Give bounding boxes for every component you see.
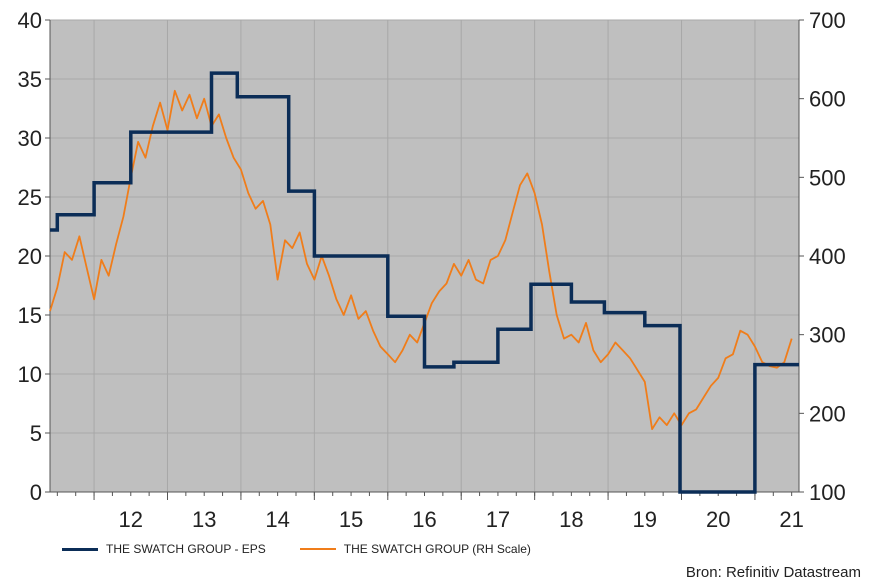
left-tick-label: 25 xyxy=(18,185,42,210)
x-tick-label: 17 xyxy=(486,507,510,532)
x-tick-label: 21 xyxy=(779,507,803,532)
right-axis: 100 200 300 400 500 600 700 xyxy=(798,8,846,505)
x-tick-label: 15 xyxy=(339,507,363,532)
legend-item-eps: THE SWATCH GROUP - EPS xyxy=(62,542,266,556)
right-tick-label: 400 xyxy=(809,244,846,269)
left-tick-label: 35 xyxy=(18,67,42,92)
x-axis: 12 13 14 15 16 17 18 19 20 21 xyxy=(50,491,804,532)
series-layer xyxy=(49,71,799,494)
left-tick-label: 15 xyxy=(18,303,42,328)
x-tick-label: 14 xyxy=(265,507,289,532)
x-tick-label: 12 xyxy=(119,507,143,532)
legend-label-price: THE SWATCH GROUP (RH Scale) xyxy=(343,542,531,556)
source-note: Bron: Refinitiv Datastream xyxy=(685,564,861,581)
left-tick-label: 30 xyxy=(18,126,42,151)
right-tick-label: 200 xyxy=(809,401,846,426)
legend-label-eps: THE SWATCH GROUP - EPS xyxy=(106,542,266,556)
left-tick-label: 10 xyxy=(18,362,42,387)
right-tick-label: 600 xyxy=(809,87,846,112)
x-tick-label: 13 xyxy=(192,507,216,532)
x-tick-label: 19 xyxy=(633,507,657,532)
left-tick-label: 5 xyxy=(30,421,42,446)
left-tick-label: 0 xyxy=(30,480,42,505)
right-tick-label: 300 xyxy=(809,323,846,348)
right-tick-label: 100 xyxy=(809,480,846,505)
right-tick-label: 500 xyxy=(809,165,846,190)
legend: THE SWATCH GROUP - EPS THE SWATCH GROUP … xyxy=(62,542,531,556)
x-tick-label: 20 xyxy=(706,507,730,532)
legend-swatch-price xyxy=(299,548,336,550)
x-tick-label: 18 xyxy=(559,507,583,532)
series-line-price xyxy=(49,89,793,430)
x-tick-label: 16 xyxy=(412,507,436,532)
left-tick-label: 20 xyxy=(18,244,42,269)
legend-swatch-eps xyxy=(62,547,98,551)
left-tick-label: 40 xyxy=(18,8,42,33)
left-axis: 0 5 10 15 20 25 30 35 40 xyxy=(18,8,51,505)
legend-item-price: THE SWATCH GROUP (RH Scale) xyxy=(299,542,531,556)
series-line-eps xyxy=(50,71,799,494)
right-tick-label: 700 xyxy=(809,8,846,33)
